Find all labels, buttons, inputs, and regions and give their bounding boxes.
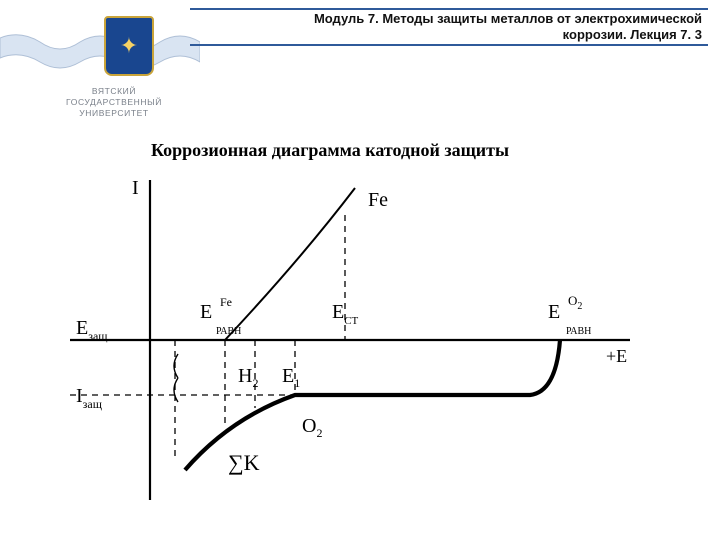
- header-line1: Модуль 7. Методы защиты металлов от элек…: [314, 11, 702, 26]
- label-plusE: +E: [606, 346, 627, 366]
- header-line2: коррозии. Лекция 7. 3: [563, 27, 702, 42]
- label-E-fe-ravn: E: [200, 301, 212, 323]
- label-E-fe-sub: РАВН: [216, 326, 241, 337]
- label-E-o2-sub: РАВН: [566, 326, 591, 337]
- label-I-zasch: Iзащ: [76, 385, 102, 411]
- label-E1: E1: [282, 365, 300, 390]
- label-E-o2: E: [548, 301, 560, 323]
- corrosion-diagram: I +E Fe Eзащ E Fe РАВН H2 E1 EСТ E O2 РА…: [70, 170, 660, 510]
- eagle-icon: ✦: [120, 35, 138, 57]
- university-name: ВЯТСКИЙ ГОСУДАРСТВЕННЫЙ УНИВЕРСИТЕТ: [54, 86, 174, 119]
- diagram-title: Коррозионная диаграмма катодной защиты: [0, 140, 660, 161]
- header-banner: Модуль 7. Методы защиты металлов от элек…: [190, 8, 708, 46]
- ribbon-decoration: [0, 28, 200, 72]
- label-sumK: ∑K: [228, 450, 260, 475]
- label-E-o2-sup: O2: [568, 293, 582, 312]
- university-logo: ✦: [104, 16, 154, 76]
- label-Fe: Fe: [368, 189, 388, 211]
- header-text: Модуль 7. Методы защиты металлов от элек…: [314, 11, 702, 44]
- label-E-fe-sup: Fe: [220, 295, 232, 309]
- label-I: I: [132, 177, 139, 199]
- label-O2: O2: [302, 415, 322, 440]
- label-H2: H2: [238, 365, 258, 390]
